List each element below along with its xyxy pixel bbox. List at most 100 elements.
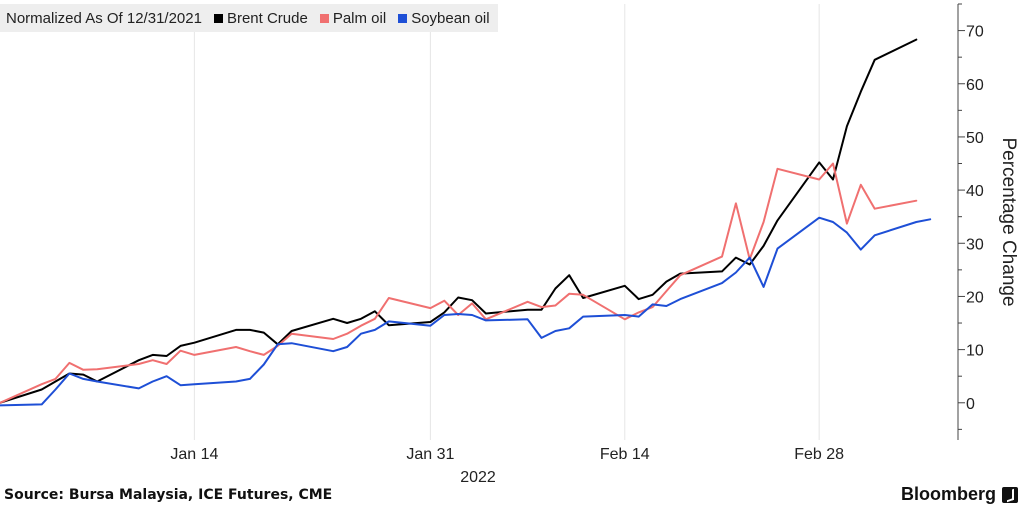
data-point-palm-oil [443, 300, 445, 302]
legend-swatch-soybean-oil [398, 13, 408, 23]
data-point-palm-oil [290, 333, 292, 335]
data-point-palm-oil [540, 306, 542, 308]
data-point-palm-oil [818, 178, 820, 180]
y-tick-label: 0 [966, 396, 975, 413]
data-point-palm-oil [721, 255, 723, 257]
legend-label-brent-crude: Brent Crude [226, 9, 308, 27]
data-point-brent-crude [915, 38, 917, 40]
data-point-soybean-oil [651, 303, 653, 305]
data-point-palm-oil [554, 304, 556, 306]
legend-swatch-palm-oil [319, 13, 329, 23]
series-line-brent-crude [0, 38, 918, 404]
data-point-soybean-oil [249, 378, 251, 380]
data-point-soybean-oil [443, 314, 445, 316]
chart-legend: Normalized As Of 12/31/2021 Brent Crude … [0, 4, 498, 32]
data-point-soybean-oil [860, 248, 862, 250]
legend-item-soybean-oil: Soybean oil [398, 9, 490, 27]
data-point-brent-crude [874, 59, 876, 61]
data-point-brent-crude [554, 287, 556, 289]
y-tick-label: 40 [966, 183, 984, 200]
data-point-brent-crude [526, 309, 528, 311]
series-lines [0, 38, 932, 407]
x-tick-label: Jan 31 [406, 446, 454, 463]
data-point-brent-crude [235, 329, 237, 331]
data-point-palm-oil [249, 350, 251, 352]
data-point-brent-crude [443, 311, 445, 313]
legend-swatch-brent-crude [213, 13, 223, 23]
data-point-soybean-oil [277, 343, 279, 345]
data-point-palm-oil [638, 311, 640, 313]
data-point-palm-oil [624, 318, 626, 320]
data-point-soybean-oil [138, 387, 140, 389]
data-point-soybean-oil [846, 231, 848, 233]
data-point-soybean-oil [818, 217, 820, 219]
data-point-brent-crude [290, 330, 292, 332]
data-point-brent-crude [332, 318, 334, 320]
data-point-palm-oil [860, 184, 862, 186]
data-point-palm-oil [679, 274, 681, 276]
data-point-brent-crude [346, 322, 348, 324]
data-point-soybean-oil [776, 247, 778, 249]
data-point-brent-crude [638, 298, 640, 300]
data-point-soybean-oil [915, 221, 917, 223]
y-tick-label: 10 [966, 343, 984, 360]
data-point-soybean-oil [96, 380, 98, 382]
data-point-palm-oil [735, 202, 737, 204]
data-point-palm-oil [165, 363, 167, 365]
data-point-soybean-oil [471, 314, 473, 316]
data-point-brent-crude [485, 312, 487, 314]
data-point-brent-crude [540, 309, 542, 311]
data-point-palm-oil [346, 333, 348, 335]
data-point-soybean-oil [54, 388, 56, 390]
data-point-soybean-oil [193, 383, 195, 385]
data-point-soybean-oil [179, 384, 181, 386]
data-point-palm-oil [138, 363, 140, 365]
data-point-soybean-oil [290, 342, 292, 344]
data-point-soybean-oil [429, 325, 431, 327]
data-point-soybean-oil [374, 329, 376, 331]
data-point-brent-crude [193, 342, 195, 344]
data-point-brent-crude [360, 318, 362, 320]
data-point-palm-oil [568, 293, 570, 295]
data-point-soybean-oil [721, 282, 723, 284]
data-point-brent-crude [818, 161, 820, 163]
data-point-soybean-oil [388, 320, 390, 322]
data-point-soybean-oil [485, 319, 487, 321]
data-point-palm-oil [874, 208, 876, 210]
data-point-brent-crude [762, 245, 764, 247]
data-point-soybean-oil [263, 363, 265, 365]
data-point-soybean-oil [526, 318, 528, 320]
y-tick-label: 30 [966, 236, 984, 253]
data-point-palm-oil [388, 297, 390, 299]
grid-lines [193, 4, 820, 440]
data-point-soybean-oil [929, 218, 931, 220]
data-point-palm-oil [41, 383, 43, 385]
data-point-soybean-oil [749, 256, 751, 258]
data-point-palm-oil [360, 325, 362, 327]
data-point-brent-crude [374, 310, 376, 312]
y-tick-label: 70 [966, 24, 984, 41]
data-point-palm-oil [96, 368, 98, 370]
data-point-brent-crude [249, 329, 251, 331]
x-tick-label: Feb 28 [794, 446, 844, 463]
data-point-soybean-oil [638, 315, 640, 317]
data-point-palm-oil [832, 162, 834, 164]
data-point-soybean-oil [568, 327, 570, 329]
legend-label-soybean-oil: Soybean oil [411, 9, 490, 27]
y-axis [957, 3, 965, 440]
data-point-palm-oil [179, 350, 181, 352]
data-point-brent-crude [41, 388, 43, 390]
y-tick-label: 50 [966, 130, 984, 147]
data-point-soybean-oil [332, 350, 334, 352]
legend-label-palm-oil: Palm oil [332, 9, 387, 27]
data-point-palm-oil [193, 354, 195, 356]
data-point-soybean-oil [152, 380, 154, 382]
data-point-palm-oil [235, 346, 237, 348]
data-point-brent-crude [263, 331, 265, 333]
brand-name: Bloomberg [900, 484, 996, 504]
y-axis-label: Percentage Change [998, 137, 1019, 306]
data-point-brent-crude [582, 297, 584, 299]
x-axis-year-label: 2022 [460, 469, 496, 486]
tick-labels: Jan 14 Jan 31 Feb 14 Feb 28 0 10 20 30 40 50 60 70 [170, 24, 984, 463]
data-point-palm-oil [152, 359, 154, 361]
